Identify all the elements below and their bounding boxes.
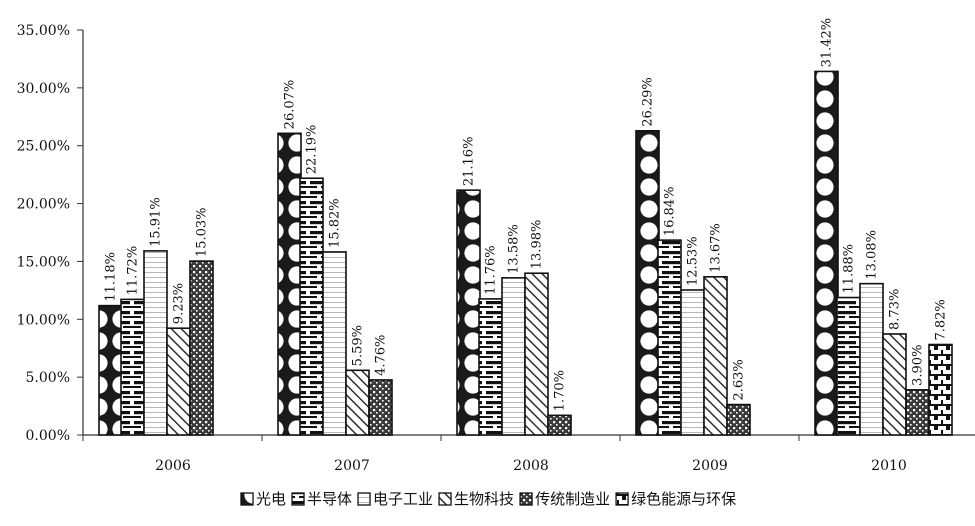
bar bbox=[299, 177, 324, 436]
legend-swatch bbox=[357, 492, 371, 506]
data-label: 26.29% bbox=[641, 77, 656, 127]
legend-label: 电子工业 bbox=[373, 490, 433, 508]
y-tick-label: 25.00% bbox=[17, 139, 70, 155]
bar bbox=[635, 129, 660, 436]
data-label: 13.98% bbox=[530, 220, 545, 270]
bar bbox=[120, 298, 145, 436]
bar bbox=[277, 132, 302, 436]
data-label: 3.90% bbox=[911, 345, 926, 386]
legend-label: 传统制造业 bbox=[535, 490, 610, 508]
data-label: 11.18% bbox=[104, 252, 119, 302]
x-tick-label: 2009 bbox=[692, 458, 728, 474]
bar bbox=[501, 277, 526, 436]
bar bbox=[322, 251, 347, 436]
bar bbox=[524, 272, 549, 436]
data-label: 12.53% bbox=[686, 236, 701, 286]
data-label: 22.19% bbox=[305, 125, 320, 175]
y-tick-label: 20.00% bbox=[17, 197, 70, 213]
bar bbox=[680, 289, 705, 436]
data-label: 11.76% bbox=[484, 245, 499, 295]
legend-item: 半导体 bbox=[291, 490, 352, 508]
bar bbox=[98, 304, 123, 436]
data-label: 13.08% bbox=[865, 230, 880, 280]
data-label: 1.70% bbox=[553, 370, 568, 411]
bar bbox=[368, 379, 393, 436]
data-label: 16.84% bbox=[663, 187, 678, 237]
data-labels: 11.18% 26.07% 21.16% 26.29% 31.42% 11.72% 22.1… bbox=[104, 18, 949, 411]
legend-swatch bbox=[240, 492, 254, 506]
data-label: 4.76% bbox=[374, 335, 389, 376]
bar bbox=[814, 70, 839, 436]
x-tick-label: 2007 bbox=[334, 458, 370, 474]
x-tick-label: 2010 bbox=[871, 458, 907, 474]
legend-label: 半导体 bbox=[307, 490, 352, 508]
x-tick-label: 2006 bbox=[155, 458, 191, 474]
bar bbox=[478, 298, 503, 436]
bar bbox=[166, 327, 191, 436]
legend: 光电 半导体 电子工业 生物科技 传统制造业 绿色能源与环保 bbox=[240, 490, 736, 508]
y-tick-label: 35.00% bbox=[17, 23, 70, 39]
bar bbox=[836, 296, 861, 436]
bar bbox=[928, 343, 953, 436]
data-label: 7.82% bbox=[934, 299, 949, 340]
bar bbox=[657, 239, 682, 436]
y-tick-label: 10.00% bbox=[17, 312, 70, 328]
data-label: 13.67% bbox=[709, 223, 724, 273]
data-label: 15.82% bbox=[328, 198, 343, 248]
bar bbox=[905, 389, 930, 436]
data-label: 13.58% bbox=[507, 224, 522, 274]
legend-item: 光电 bbox=[240, 490, 286, 508]
legend-swatch bbox=[615, 492, 629, 506]
bar bbox=[859, 282, 884, 436]
data-label: 15.91% bbox=[149, 197, 164, 247]
bar bbox=[189, 260, 214, 436]
legend-item: 传统制造业 bbox=[519, 490, 610, 508]
bar bbox=[726, 403, 751, 436]
bars bbox=[98, 70, 953, 436]
legend-swatch bbox=[438, 492, 452, 506]
legend-label: 绿色能源与环保 bbox=[631, 490, 736, 508]
legend-swatch bbox=[519, 492, 533, 506]
data-label: 2.63% bbox=[732, 359, 747, 400]
x-tick-label: 2008 bbox=[513, 458, 549, 474]
y-tick-label: 5.00% bbox=[26, 370, 70, 386]
data-label: 26.07% bbox=[283, 80, 298, 130]
legend-item: 绿色能源与环保 bbox=[615, 490, 736, 508]
data-label: 11.88% bbox=[842, 244, 857, 294]
bar bbox=[345, 369, 370, 436]
bar bbox=[143, 250, 168, 436]
y-tick-label: 15.00% bbox=[17, 254, 70, 270]
legend-label: 生物科技 bbox=[454, 490, 514, 508]
legend-item: 生物科技 bbox=[438, 490, 514, 508]
data-label: 5.59% bbox=[351, 325, 366, 366]
bar bbox=[456, 189, 481, 436]
bar bbox=[547, 414, 572, 436]
data-label: 21.16% bbox=[462, 137, 477, 187]
bar bbox=[882, 333, 907, 436]
data-label: 31.42% bbox=[820, 18, 835, 68]
legend-swatch bbox=[291, 492, 305, 506]
bar bbox=[703, 276, 728, 436]
axes: 0.00% 5.00% 10.00% 15.00% 20.00% 25.00% 30.00%… bbox=[17, 23, 975, 474]
y-tick-label: 30.00% bbox=[17, 81, 70, 97]
data-label: 15.03% bbox=[195, 208, 210, 258]
data-label: 9.23% bbox=[172, 283, 187, 324]
legend-item: 电子工业 bbox=[357, 490, 433, 508]
data-label: 8.73% bbox=[888, 289, 903, 330]
legend-label: 光电 bbox=[256, 490, 286, 508]
y-tick-label: 0.00% bbox=[26, 428, 70, 444]
data-label: 11.72% bbox=[126, 246, 141, 296]
